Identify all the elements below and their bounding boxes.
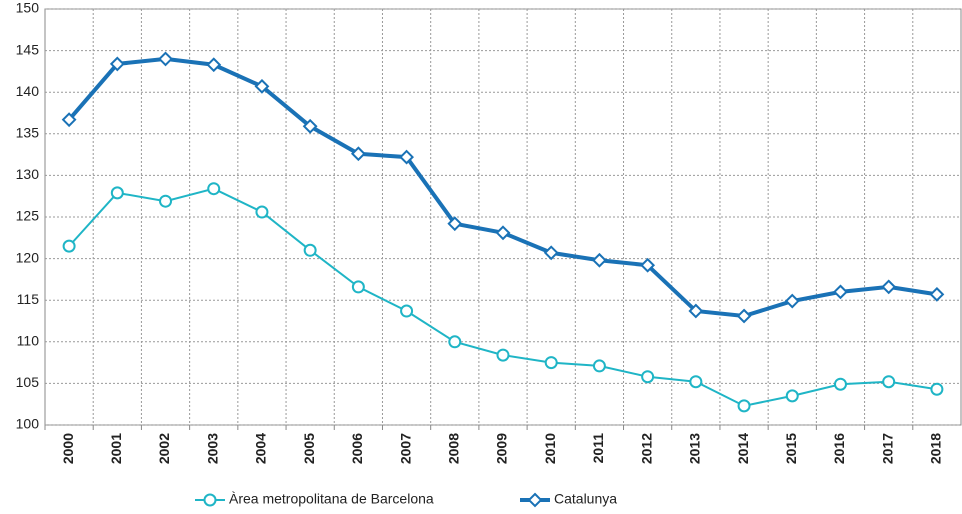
marker	[254, 78, 270, 94]
marker	[881, 279, 897, 295]
y-tick-label: 145	[16, 41, 40, 57]
y-tick-label: 100	[16, 416, 40, 432]
y-tick-label: 105	[16, 374, 40, 390]
marker	[640, 257, 656, 273]
marker	[448, 335, 462, 349]
marker	[592, 359, 606, 373]
marker	[159, 194, 173, 208]
marker	[929, 286, 945, 302]
x-tick-label: 2018	[928, 433, 944, 464]
y-tick-label: 125	[16, 208, 40, 224]
x-tick-label: 2009	[494, 433, 510, 464]
marker	[303, 243, 317, 257]
marker	[785, 389, 799, 403]
x-tick-label: 2002	[156, 433, 172, 464]
marker	[207, 182, 221, 196]
y-tick-label: 150	[16, 0, 40, 16]
marker	[399, 149, 414, 165]
marker	[61, 112, 77, 128]
x-tick-label: 2007	[397, 433, 413, 464]
y-tick-label: 110	[17, 333, 40, 349]
marker	[736, 308, 752, 324]
marker	[62, 239, 76, 253]
x-tick-label: 2004	[253, 433, 269, 464]
legend-marker	[527, 492, 543, 508]
marker	[495, 225, 511, 241]
x-tick-label: 2003	[204, 433, 220, 464]
marker	[255, 205, 269, 219]
series-line	[67, 56, 938, 319]
marker	[689, 375, 703, 389]
x-tick-label: 2001	[108, 433, 124, 464]
y-tick-label: 140	[16, 83, 40, 99]
marker	[496, 348, 510, 362]
x-tick-label: 2000	[60, 433, 76, 464]
x-tick-label: 2012	[638, 433, 654, 464]
marker	[833, 377, 847, 391]
legend-label: Catalunya	[554, 491, 617, 507]
x-tick-label: 2006	[349, 433, 365, 464]
marker	[206, 57, 222, 73]
x-tick-label: 2013	[687, 433, 703, 464]
marker	[688, 303, 704, 319]
marker	[833, 284, 848, 300]
marker	[109, 56, 125, 72]
y-tick-label: 120	[16, 249, 40, 265]
marker	[400, 304, 414, 318]
y-tick-label: 135	[16, 125, 40, 141]
legend-label: Àrea metropolitana de Barcelona	[229, 491, 434, 507]
marker	[882, 375, 896, 389]
marker	[351, 280, 365, 294]
y-tick-label: 130	[16, 166, 40, 182]
x-tick-label: 2014	[735, 433, 751, 464]
marker	[110, 186, 124, 200]
marker	[158, 51, 173, 67]
x-tick-label: 2017	[879, 433, 895, 464]
marker	[543, 245, 559, 261]
marker	[641, 370, 655, 384]
marker	[930, 382, 944, 396]
marker	[447, 216, 463, 232]
marker	[544, 356, 558, 370]
marker	[350, 146, 366, 162]
x-tick-label: 2015	[783, 433, 799, 464]
marker	[302, 118, 318, 134]
marker	[592, 252, 607, 268]
x-tick-label: 2008	[445, 433, 461, 464]
x-tick-label: 2011	[590, 433, 606, 464]
marker	[737, 399, 751, 413]
x-tick-label: 2005	[301, 433, 317, 464]
legend-marker	[203, 493, 217, 507]
x-tick-label: 2016	[831, 433, 847, 464]
y-tick-label: 115	[17, 291, 40, 307]
marker	[784, 293, 800, 309]
x-tick-label: 2010	[542, 433, 558, 464]
